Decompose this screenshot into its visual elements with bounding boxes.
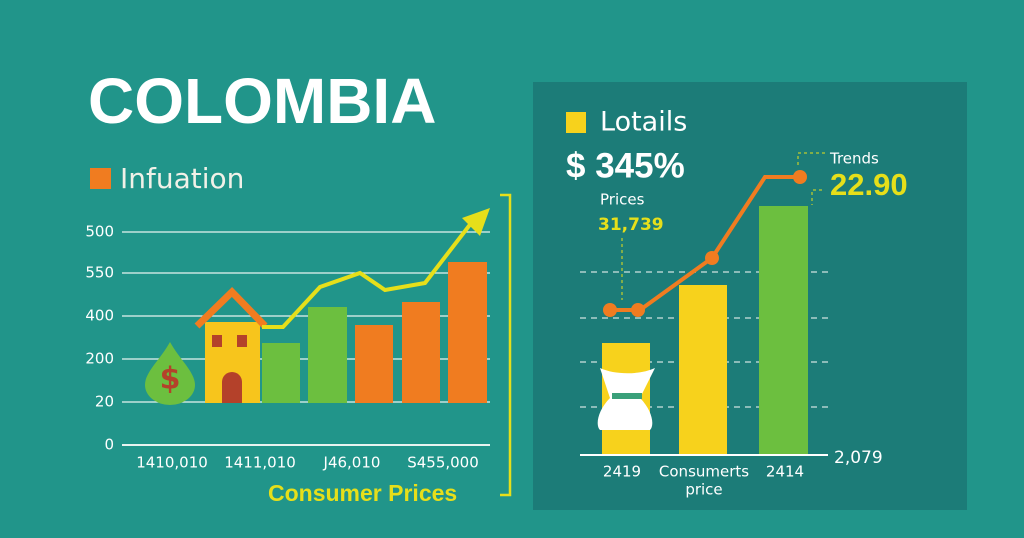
headline: $ 345% (566, 146, 685, 185)
bar (759, 206, 808, 455)
prices-value: 31,739 (598, 215, 664, 235)
x-label: 1410,010 (136, 454, 208, 472)
axis-label: 500 (85, 223, 114, 241)
prices-label: Prices (600, 191, 645, 209)
x-label: Consumerts (659, 463, 749, 481)
axis-label: 0 (104, 436, 114, 454)
bar (308, 307, 347, 403)
trend-point (705, 251, 719, 265)
bar (262, 343, 300, 403)
x-label: price (685, 481, 722, 499)
money-drop (145, 342, 195, 405)
title: COLOMBIA (88, 65, 436, 137)
trends-label: Trends (829, 150, 879, 168)
trend-point (631, 303, 645, 317)
grid (122, 231, 490, 446)
caption: Consumer Prices (268, 480, 457, 506)
trends-value: 22.90 (830, 167, 908, 202)
trend-point (793, 170, 807, 184)
legend-swatch (566, 112, 586, 133)
x-label: 2414 (766, 463, 804, 481)
bar (355, 325, 393, 403)
baseline-label: 2,079 (834, 448, 883, 468)
trend-arrow (462, 208, 490, 236)
x-label: 1411,010 (224, 454, 296, 472)
axis-label: 400 (85, 307, 114, 325)
house-window (237, 335, 247, 347)
house-window (212, 335, 222, 347)
trend-line (262, 220, 474, 329)
bar (448, 262, 487, 403)
trend-point (603, 303, 617, 317)
bag-tie (612, 393, 642, 399)
axis-label: 200 (85, 350, 114, 368)
x-labels: 1410,010 1411,010 J46,010 S455,000 (136, 454, 479, 472)
x-label: 2419 (603, 463, 641, 481)
axis-label: 550 (85, 264, 114, 282)
bar (679, 285, 727, 455)
legend-swatch (90, 168, 111, 189)
bar (402, 302, 440, 403)
house-roof (194, 287, 268, 329)
panel-x-labels: 2419 Consumerts price 2414 (603, 463, 804, 499)
dollar-icon: $ (160, 362, 181, 397)
x-label: J46,010 (323, 454, 381, 472)
house-door (222, 372, 242, 403)
x-label: S455,000 (407, 454, 479, 472)
legend-label: Lotails (600, 107, 687, 138)
axis-label: 20 (95, 393, 114, 411)
axis-labels: 500 550 400 200 20 0 (85, 223, 114, 454)
bracket (500, 193, 512, 497)
legend-label: Infuation (120, 162, 244, 195)
trend-bracket (797, 152, 825, 205)
